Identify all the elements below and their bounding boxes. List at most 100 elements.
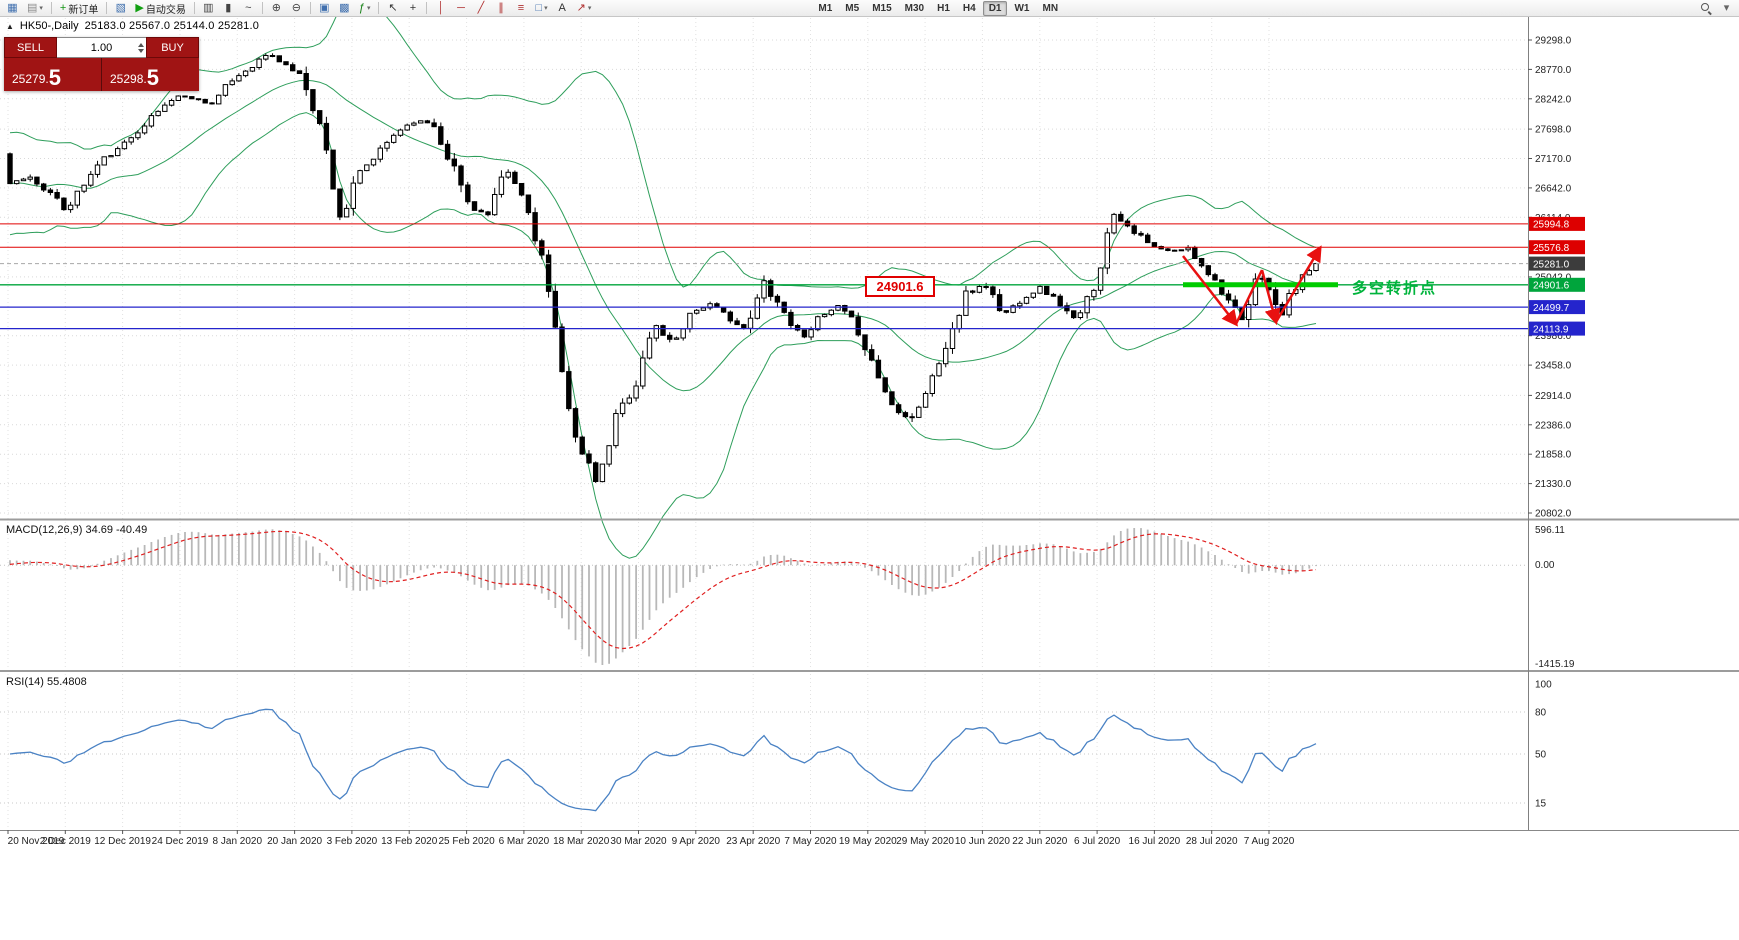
sell-price[interactable]: 25279. 5: [4, 58, 101, 91]
svg-text:25994.8: 25994.8: [1533, 220, 1570, 231]
volume-down-icon[interactable]: [138, 48, 144, 53]
caret-down-icon: ▾: [544, 5, 548, 12]
svg-text:12 Dec 2019: 12 Dec 2019: [94, 836, 151, 847]
arrows-icon[interactable]: ↗ ▾: [573, 1, 596, 16]
chart-window-icon[interactable]: ▧: [111, 1, 130, 16]
svg-text:6 Mar 2020: 6 Mar 2020: [499, 836, 550, 847]
svg-text:28242.0: 28242.0: [1535, 94, 1572, 105]
timeframe-h4[interactable]: H4: [962, 2, 976, 14]
new-order-button[interactable]: + 新订单: [56, 1, 102, 16]
line-chart-icon[interactable]: ~: [239, 1, 258, 16]
cascade-windows-icon[interactable]: ▩: [335, 1, 354, 16]
svg-text:23986.0: 23986.0: [1535, 331, 1572, 342]
new-order-button-label: 新订单: [68, 4, 99, 16]
sell-button[interactable]: SELL: [4, 37, 57, 58]
svg-text:24113.9: 24113.9: [1533, 324, 1569, 335]
svg-text:26642.0: 26642.0: [1535, 183, 1572, 194]
shapes-icon-glyph: □: [535, 1, 543, 14]
crosshair-icon-glyph: +: [409, 1, 417, 14]
timeframe-d1[interactable]: D1: [982, 0, 1008, 16]
svg-text:6 Jul 2020: 6 Jul 2020: [1074, 836, 1121, 847]
tile-windows-icon[interactable]: ▣: [315, 1, 334, 16]
zoom-out-icon[interactable]: ⊖: [287, 1, 306, 16]
timeframe-w1[interactable]: W1: [1014, 2, 1030, 14]
timeframe-m5[interactable]: M5: [845, 2, 860, 14]
horizontal-line-icon[interactable]: ─: [451, 1, 470, 16]
price-axis: 29298.0 28770.0 28242.0 27698.0 27170.0 26642…: [1528, 36, 1575, 810]
toolbar-separator: [50, 2, 52, 14]
line-chart-icon-glyph: ~: [245, 1, 252, 14]
timeframe-mn[interactable]: MN: [1042, 2, 1059, 14]
autotrade-button[interactable]: ▶ 自动交易: [131, 1, 189, 16]
main-toolbar: ▦ ▤ ▾ + 新订单 ▧ ▶ 自动交易 ▥ ▮ ~ ⊕ ⊖ ▣ ▩ ƒ ▾ ↖ + │ ─ ╱ ∥ ≡ □ ▾ A ↗ ▾ M1 M5 M1…: [0, 0, 1739, 17]
macd-indicator-label: MACD(12,26,9) 34.69 -40.49: [6, 524, 148, 536]
candlestick-series: [7, 53, 1319, 483]
oneclick-collapse-icon[interactable]: ▲: [6, 21, 14, 31]
chart-window-icon-glyph: ▧: [115, 1, 127, 14]
trendline-icon-glyph: ╱: [477, 1, 485, 14]
svg-text:9 Apr 2020: 9 Apr 2020: [672, 836, 721, 847]
volume-stepper[interactable]: [138, 38, 144, 57]
svg-text:15: 15: [1535, 799, 1547, 810]
svg-text:24 Dec 2019: 24 Dec 2019: [152, 836, 209, 847]
trendline-icon[interactable]: ╱: [471, 1, 490, 16]
timeframe-m15[interactable]: M15: [872, 2, 892, 14]
drawn-arrows: [1182, 245, 1322, 327]
timeframe-m1[interactable]: M1: [818, 2, 833, 14]
horizontal-level-lines: [0, 223, 1528, 330]
search-icon[interactable]: [1696, 1, 1716, 16]
fibonacci-icon[interactable]: ≡: [511, 1, 530, 16]
timeframe-h1[interactable]: H1: [937, 2, 950, 14]
chart-profiles-icon[interactable]: ▤ ▾: [23, 1, 47, 16]
price-annotation-box[interactable]: 24901.6: [865, 276, 935, 297]
svg-text:24499.7: 24499.7: [1533, 303, 1570, 314]
autotrade-button-label: 自动交易: [145, 4, 186, 16]
svg-text:24901.6: 24901.6: [1533, 281, 1570, 292]
cursor-icon[interactable]: ↖: [383, 1, 402, 16]
svg-text:27170.0: 27170.0: [1535, 154, 1572, 165]
toolbar-separator: [426, 2, 428, 14]
sell-price-pip: 5: [48, 65, 61, 91]
buy-button[interactable]: BUY: [146, 37, 199, 58]
bars-icon[interactable]: ▥: [199, 1, 218, 16]
volume-up-icon[interactable]: [138, 42, 144, 47]
svg-text:2 Dec 2019: 2 Dec 2019: [40, 836, 92, 847]
crosshair-icon[interactable]: +: [403, 1, 422, 16]
new-chart-icon-glyph: ▦: [7, 1, 18, 14]
svg-text:16 Jul 2020: 16 Jul 2020: [1129, 836, 1181, 847]
text-icon[interactable]: A: [553, 1, 572, 16]
magnifier-glyph: [1700, 2, 1712, 14]
svg-text:100: 100: [1535, 680, 1552, 691]
turning-point-label[interactable]: 多空转折点: [1352, 280, 1438, 297]
buy-price[interactable]: 25298. 5: [102, 58, 199, 91]
volume-field[interactable]: 1.00: [57, 37, 146, 58]
more-icon[interactable]: ▾: [1717, 1, 1736, 16]
svg-text:0.00: 0.00: [1535, 560, 1555, 571]
svg-text:23458.0: 23458.0: [1535, 361, 1572, 372]
zoom-in-icon[interactable]: ⊕: [267, 1, 286, 16]
vertical-line-icon[interactable]: │: [431, 1, 450, 16]
svg-text:7 Aug 2020: 7 Aug 2020: [1244, 836, 1295, 847]
svg-text:28 Jul 2020: 28 Jul 2020: [1186, 836, 1238, 847]
svg-text:30 Mar 2020: 30 Mar 2020: [610, 836, 667, 847]
shapes-icon[interactable]: □ ▾: [531, 1, 551, 16]
channel-icon[interactable]: ∥: [491, 1, 510, 16]
svg-text:80: 80: [1535, 708, 1547, 719]
svg-text:596.11: 596.11: [1535, 525, 1565, 536]
price-axis-tags: 25994.8 25576.8 25281.0 24901.6 24499.7 24113…: [1529, 216, 1585, 336]
svg-text:23 Apr 2020: 23 Apr 2020: [726, 836, 780, 847]
new-chart-icon[interactable]: ▦: [3, 1, 22, 16]
text-icon-glyph: A: [558, 1, 566, 14]
svg-text:10 Jun 2020: 10 Jun 2020: [955, 836, 1010, 847]
price-chart-canvas[interactable]: 29298.0 28770.0 28242.0 27698.0 27170.0 26642…: [0, 16, 1739, 848]
volume-value[interactable]: 1.00: [90, 41, 113, 54]
chart-ohlc-label: 25183.0 25567.0 25144.0 25281.0: [84, 20, 260, 32]
buy-price-pip: 5: [146, 65, 159, 91]
indicators-icon[interactable]: ƒ ▾: [355, 1, 375, 16]
caret-down-icon: ▾: [366, 5, 371, 12]
timeframe-m30[interactable]: M30: [904, 2, 925, 14]
svg-text:7 May 2020: 7 May 2020: [784, 836, 837, 847]
candles-icon[interactable]: ▮: [219, 1, 238, 16]
channel-icon-glyph: ∥: [498, 1, 504, 14]
